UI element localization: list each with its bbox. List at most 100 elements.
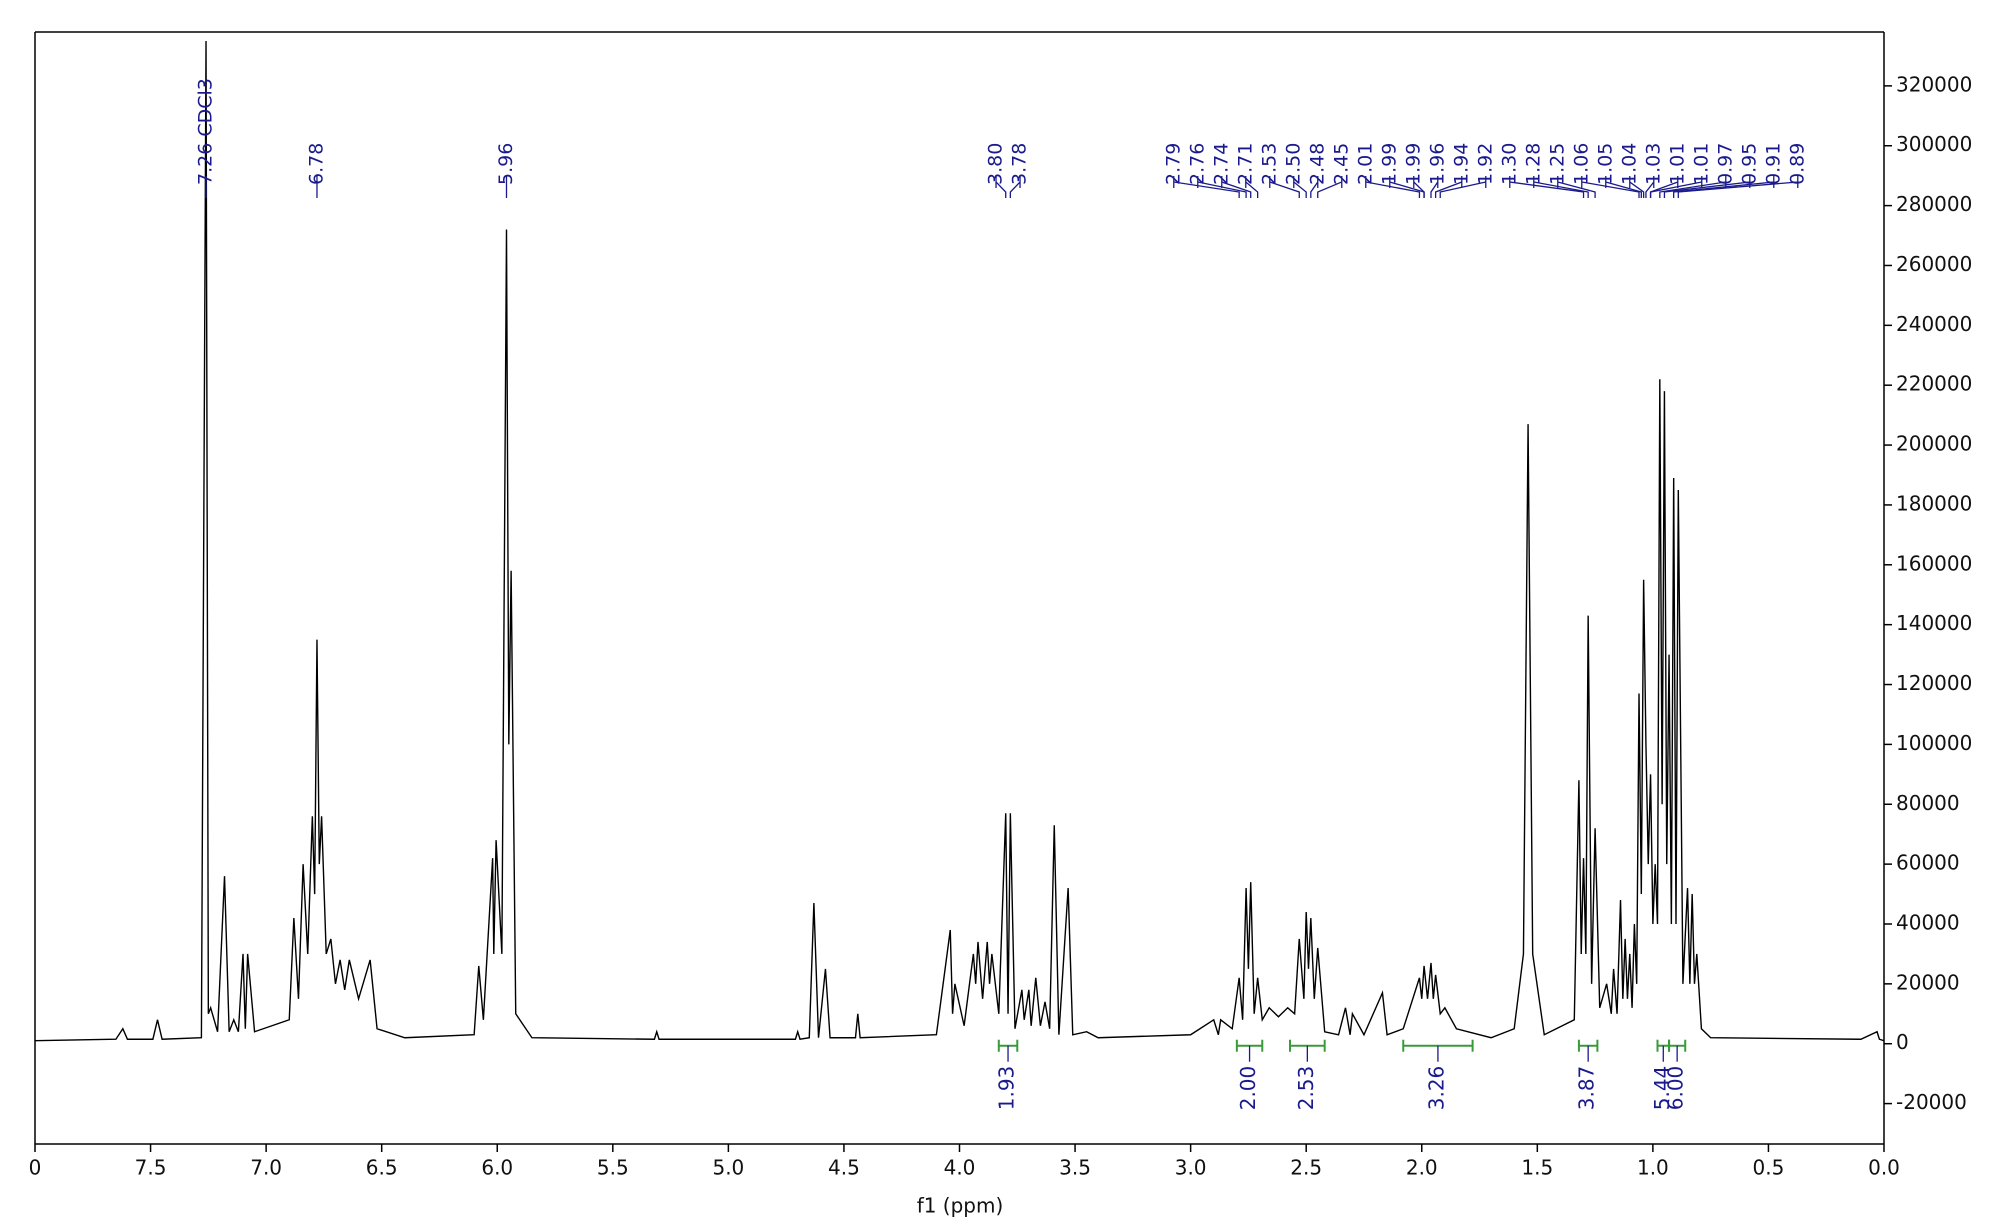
- y-tick-label: 220000: [1896, 372, 1972, 396]
- peak-leader: [1629, 176, 1645, 198]
- peak-leader: [1009, 176, 1021, 198]
- peak-label: 2.50: [1282, 143, 1304, 185]
- x-tick-label: 7.0: [250, 1156, 282, 1180]
- y-tick-label: 280000: [1896, 192, 1972, 216]
- peak-leader: [1557, 176, 1596, 198]
- integral-label: 6.00: [1664, 1066, 1688, 1111]
- integral-label: 5.44: [1650, 1066, 1674, 1111]
- y-tick-label: 0: [1896, 1030, 1909, 1054]
- peak-leader: [1413, 176, 1425, 198]
- x-tick-label: 5.0: [712, 1156, 744, 1180]
- peak-leader: [995, 176, 1007, 198]
- x-tick-label: 4.0: [944, 1156, 976, 1180]
- peak-leader: [1221, 176, 1252, 198]
- x-tick-label: 1.5: [1521, 1156, 1553, 1180]
- x-tick-label: 2.5: [1290, 1156, 1322, 1180]
- y-tick-label: 60000: [1896, 851, 1960, 875]
- peak-label: 1.99: [1378, 143, 1400, 185]
- peak-leader: [1673, 176, 1775, 198]
- peak-label: 2.45: [1330, 143, 1352, 185]
- y-tick-label: 160000: [1896, 551, 1972, 575]
- y-tick-label: 320000: [1896, 72, 1972, 96]
- peak-label: 2.01: [1354, 143, 1376, 185]
- frame: [34, 31, 1885, 1145]
- x-tick-label: 6.5: [366, 1156, 398, 1180]
- peak-label: 1.96: [1426, 143, 1448, 185]
- peak-label: 1.30: [1498, 143, 1520, 185]
- peak-leader: [1645, 176, 1655, 198]
- peak-leader: [1659, 176, 1727, 198]
- peak-label: 0.91: [1762, 143, 1784, 185]
- y-tick-label: 180000: [1896, 491, 1972, 515]
- peak-leader: [1310, 176, 1319, 198]
- peak-leader: [1197, 176, 1247, 198]
- peak-leader: [1430, 176, 1439, 198]
- integral-label: 2.53: [1294, 1066, 1318, 1111]
- x-tick-label: 5.5: [597, 1156, 629, 1180]
- peak-leader: [1439, 176, 1487, 198]
- x-tick-label: 3.0: [1175, 1156, 1207, 1180]
- peak-label: 2.79: [1162, 143, 1184, 185]
- integral-label: 3.87: [1575, 1066, 1599, 1111]
- peak-label: 1.03: [1642, 143, 1664, 185]
- peak-leader: [1605, 176, 1642, 198]
- peak-label: 2.74: [1210, 143, 1232, 185]
- peak-leader: [1663, 176, 1751, 198]
- peak-leader: [1581, 176, 1640, 198]
- y-tick-label: 200000: [1896, 432, 1972, 456]
- peak-label: 3.80: [985, 143, 1007, 185]
- peak-label: 1.99: [1402, 143, 1424, 185]
- peak-label: 1.01: [1666, 143, 1688, 185]
- x-tick-label: 7.5: [135, 1156, 167, 1180]
- peak-label: 0.89: [1786, 143, 1808, 185]
- y-tick-label: 100000: [1896, 731, 1972, 755]
- peak-label: 2.53: [1258, 143, 1280, 185]
- peak-label: 3.78: [1009, 143, 1031, 185]
- peak-label: 1.25: [1546, 143, 1568, 185]
- x-tick-label: 1.0: [1637, 1156, 1669, 1180]
- spectrum-line: [35, 40, 1884, 1042]
- y-tick-label: 140000: [1896, 611, 1972, 635]
- integral-label: 1.93: [995, 1066, 1019, 1111]
- peak-leader: [1317, 176, 1343, 198]
- peak-leader: [1245, 176, 1259, 198]
- peak-label: 1.05: [1594, 143, 1616, 185]
- y-tick-label: -20000: [1896, 1090, 1967, 1114]
- peak-leader: [1434, 176, 1463, 198]
- peak-label: 2.48: [1306, 143, 1328, 185]
- peak-label: 1.94: [1450, 143, 1472, 185]
- peak-leader: [1509, 176, 1585, 198]
- peak-leader: [1533, 176, 1589, 198]
- peak-leader: [1365, 176, 1421, 198]
- peak-label: 2.71: [1234, 143, 1256, 185]
- x-tick-label: 6.0: [481, 1156, 513, 1180]
- peak-leader: [1293, 176, 1307, 198]
- peak-label: 5.96: [495, 143, 517, 185]
- peak-label: 6.78: [305, 143, 327, 185]
- peak-label: 0.95: [1738, 143, 1760, 185]
- x-axis-label: f1 (ppm): [917, 1194, 1004, 1217]
- peak-leader: [1173, 176, 1240, 198]
- peak-label: 1.92: [1474, 143, 1496, 185]
- x-tick-label: 3.5: [1059, 1156, 1091, 1180]
- x-tick-label: 0: [29, 1156, 42, 1180]
- peak-label: 0.97: [1714, 143, 1736, 185]
- x-tick-label: 4.5: [828, 1156, 860, 1180]
- peak-label: 1.04: [1618, 143, 1640, 185]
- y-tick-label: 20000: [1896, 970, 1960, 994]
- y-tick-label: 300000: [1896, 132, 1972, 156]
- peak-leader: [1269, 176, 1300, 198]
- peak-leader: [1677, 176, 1799, 198]
- y-tick-label: 240000: [1896, 312, 1972, 336]
- peak-label: 7.26 CDCl3: [195, 78, 217, 185]
- integral-label: 3.26: [1424, 1066, 1448, 1111]
- y-tick-label: 40000: [1896, 910, 1960, 934]
- peak-label: 1.28: [1522, 143, 1544, 185]
- peak-label: 1.01: [1690, 143, 1712, 185]
- y-tick-label: 80000: [1896, 791, 1960, 815]
- x-tick-label: 2.0: [1406, 1156, 1438, 1180]
- integral-label: 2.00: [1236, 1066, 1260, 1111]
- y-tick-label: 120000: [1896, 671, 1972, 695]
- y-tick-label: 260000: [1896, 252, 1972, 276]
